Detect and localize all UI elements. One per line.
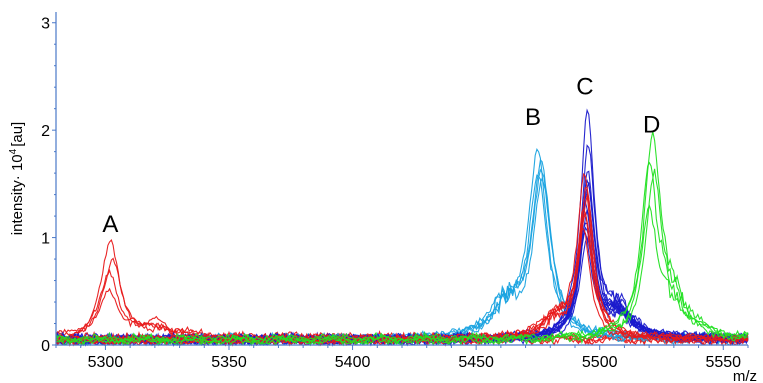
x-tick-label: 5400 (335, 354, 371, 371)
y-ticks: 0 1 2 3 (41, 16, 56, 355)
y-tick-label: 1 (41, 231, 50, 248)
x-axis-title: m/z (733, 368, 757, 383)
spectra-traces (55, 108, 749, 347)
y-axis-title-exponent: 4 (8, 148, 19, 154)
x-ticks: 5300 5350 5400 5450 5500 5550 (55, 345, 749, 371)
x-tick-label: 5450 (458, 354, 494, 371)
axes: 5300 5350 5400 5450 5500 5550 0 1 2 3 (41, 12, 749, 371)
x-tick-label: 5350 (211, 354, 247, 371)
x-tick-label: 5550 (705, 354, 741, 371)
spectrum-trace-b (55, 148, 749, 347)
spectrum-trace-d (55, 161, 749, 347)
y-axis-title: intensity· 104[au] (8, 122, 26, 235)
y-tick-label: 0 (41, 338, 50, 355)
x-tick-label: 5500 (582, 354, 618, 371)
peak-label-a: A (102, 211, 118, 238)
y-tick-label: 3 (41, 16, 50, 33)
spectrum-trace-d (55, 204, 749, 347)
peak-label-b: B (525, 104, 541, 131)
peak-annotations: A B C D (102, 74, 660, 238)
x-tick-label: 5300 (88, 354, 124, 371)
peak-label-c: C (576, 74, 593, 101)
y-tick-label: 2 (41, 123, 50, 140)
peak-label-d: D (643, 111, 660, 138)
spectrum-trace-c-red (55, 228, 749, 347)
y-axis-title-unit: [au] (9, 122, 26, 147)
spectrum-trace-c-blue (55, 144, 749, 347)
spectrum-trace-d (55, 131, 749, 347)
y-axis-title-main: intensity· 10 (9, 154, 26, 235)
